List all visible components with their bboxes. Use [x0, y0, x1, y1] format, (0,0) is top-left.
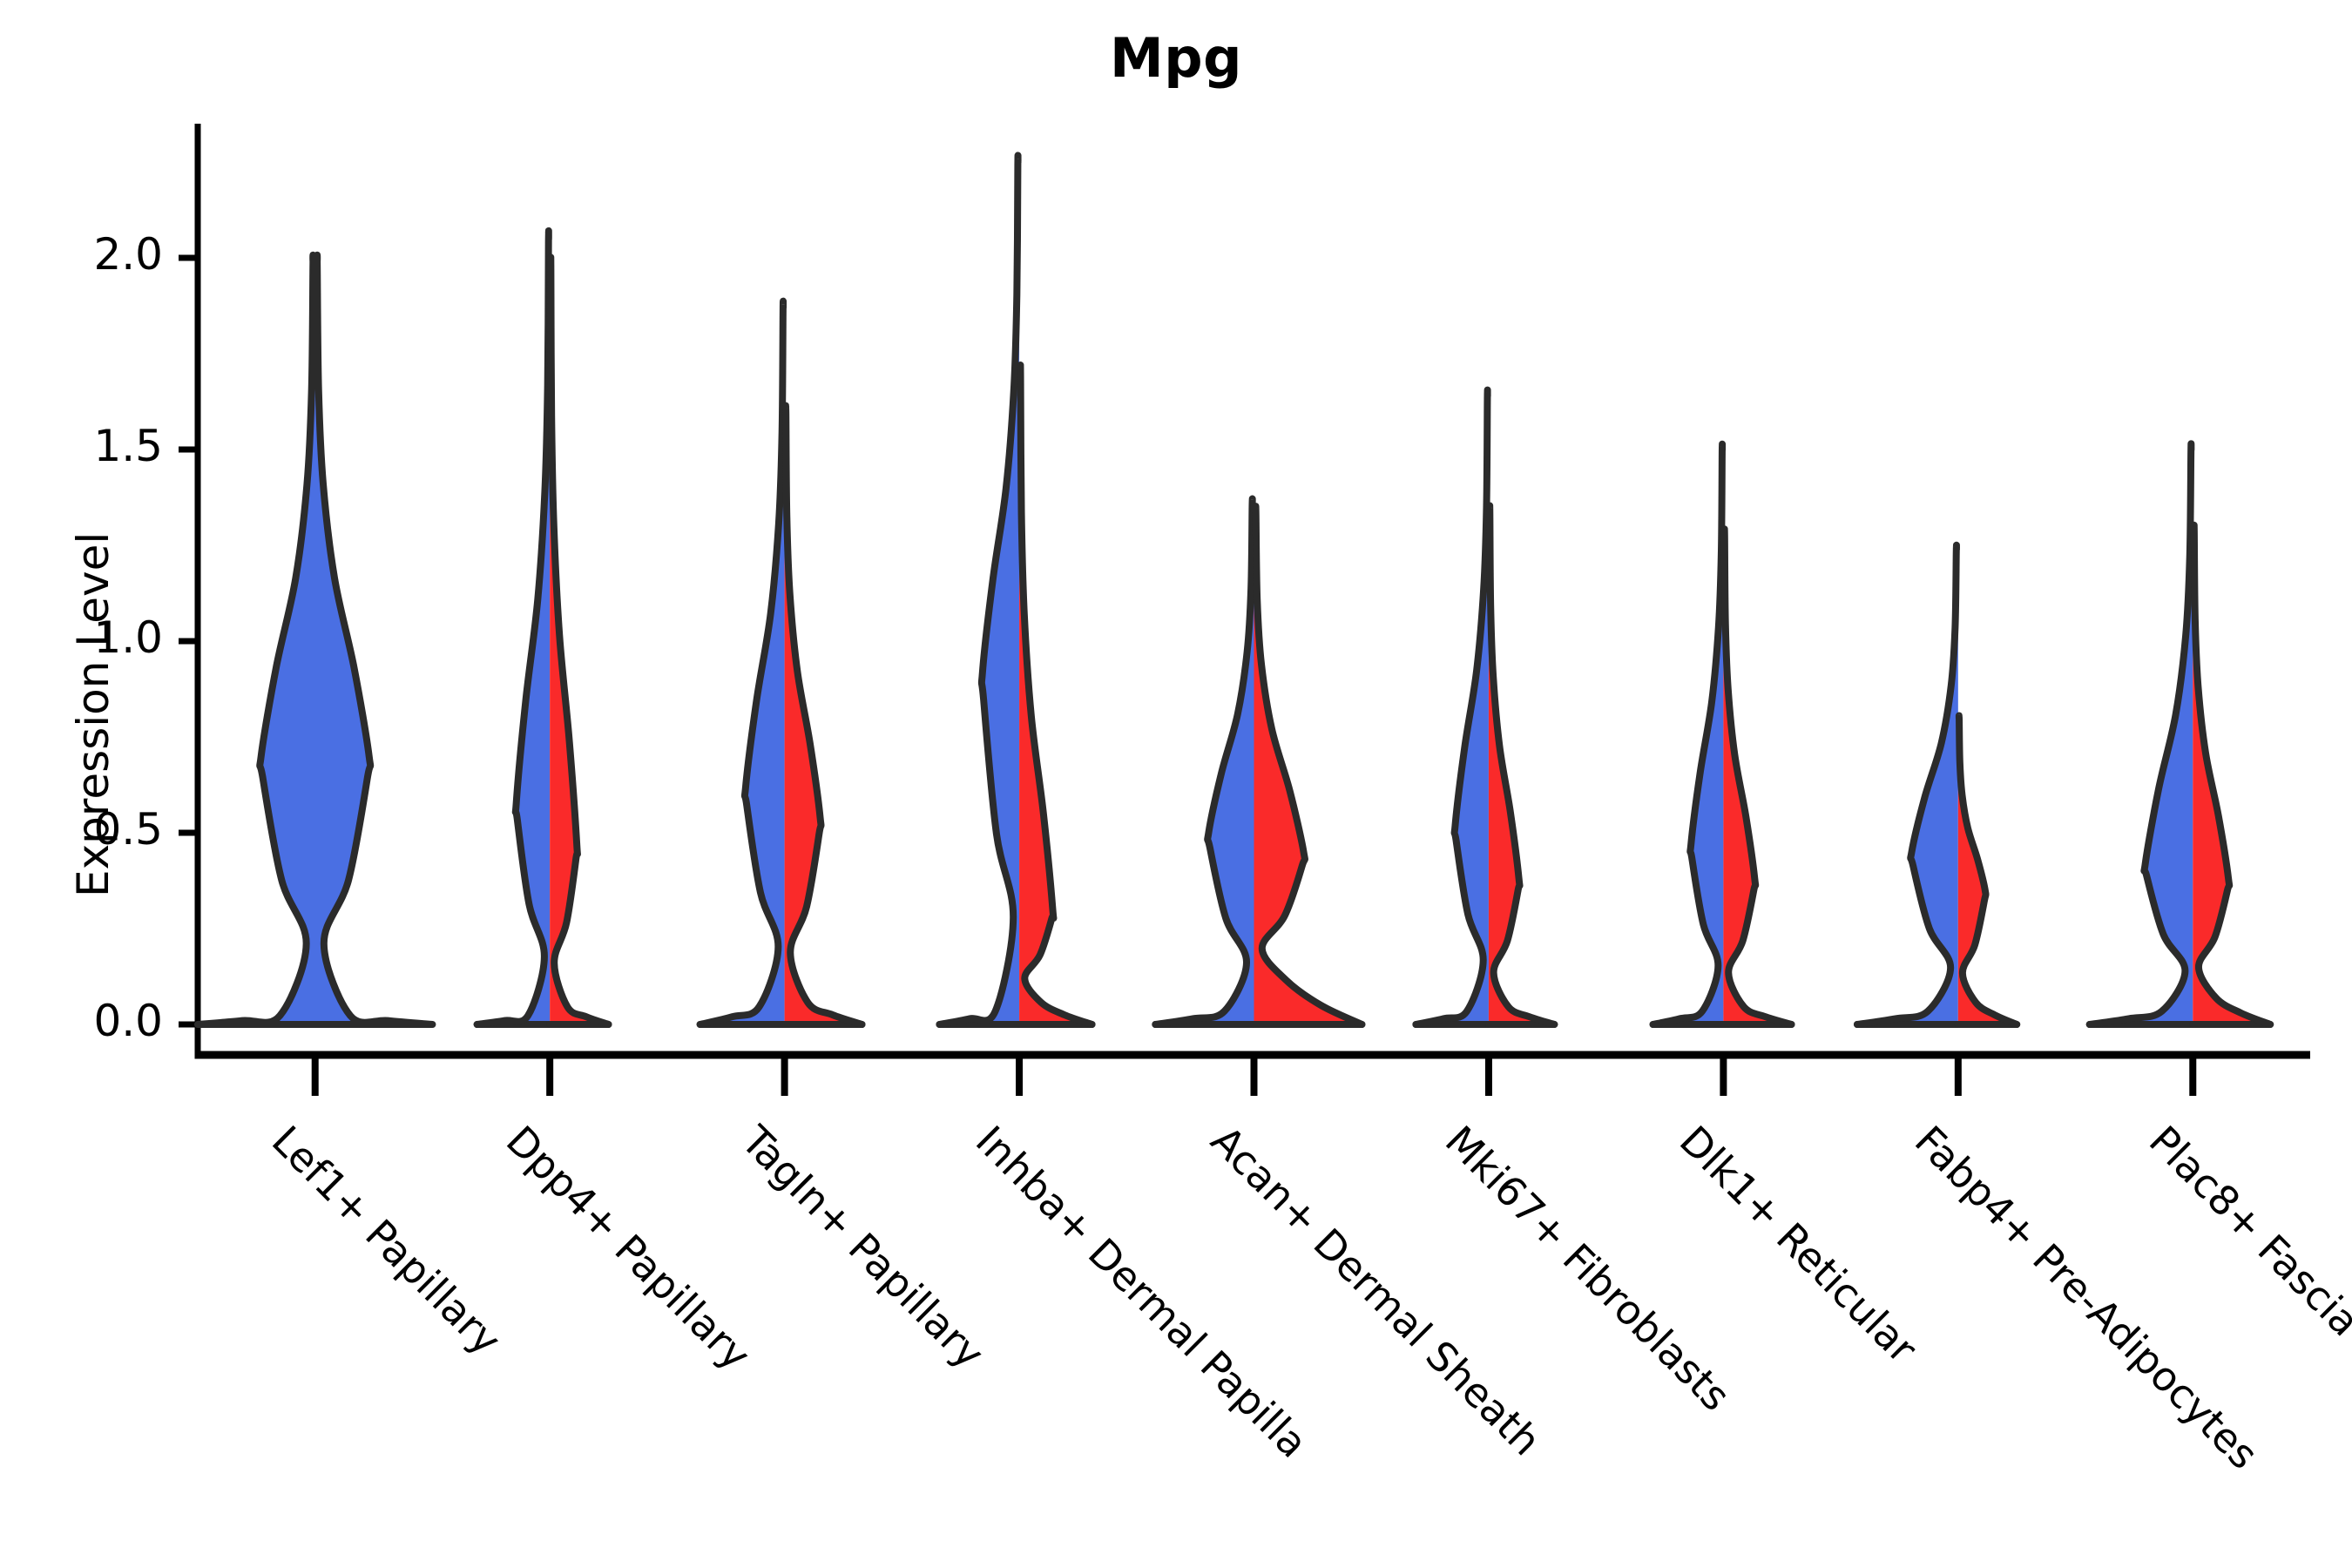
violin-7-red-outline	[1955, 712, 2021, 1028]
violin-5-blue	[1412, 386, 1492, 1028]
violin-8-red-fill	[2193, 524, 2271, 1024]
violin-3-blue-fill	[939, 155, 1020, 1024]
violin-7-blue	[1853, 541, 1962, 1028]
violin-6-red-outline	[1720, 525, 1795, 1028]
violin-2-red	[781, 402, 866, 1028]
violin-0-blue-fill	[194, 251, 436, 1028]
violin-6-red-fill	[1723, 529, 1792, 1024]
violin-8-red	[2189, 521, 2274, 1028]
violin-7-blue-outline	[1853, 541, 1960, 1028]
violin-5-blue-fill	[1416, 389, 1489, 1024]
violin-8-blue-fill	[2089, 443, 2193, 1024]
violin-1-blue-fill	[476, 230, 551, 1024]
violin-2-blue	[696, 297, 788, 1028]
violin-5-blue-outline	[1412, 386, 1491, 1028]
violin-8-blue-outline	[2085, 440, 2195, 1028]
violin-4-red	[1250, 503, 1366, 1028]
violin-4-red-fill	[1254, 506, 1362, 1024]
violin-1-red-fill	[550, 257, 609, 1025]
violin-6-red	[1720, 525, 1795, 1028]
violin-3-red-fill	[1019, 364, 1092, 1025]
violin-1-blue	[473, 226, 554, 1028]
violin-4-red-outline	[1252, 503, 1366, 1028]
violin-4-blue-fill	[1155, 498, 1254, 1024]
violin-2-red-fill	[784, 405, 862, 1024]
violin-2-blue-outline	[696, 297, 787, 1028]
violin-5-red	[1484, 502, 1558, 1028]
violin-2-red-outline	[782, 402, 866, 1028]
violin-1-red-outline	[547, 253, 612, 1028]
violin-0-blue	[194, 251, 436, 1028]
violin-7-blue-fill	[1856, 544, 1958, 1024]
violin-4-blue	[1152, 495, 1258, 1028]
y-tick-label: 0.0	[93, 996, 163, 1046]
violin-1-blue-outline	[473, 226, 552, 1028]
y-tick-label: 2.0	[93, 229, 163, 280]
violin-6-blue	[1649, 440, 1727, 1028]
violin-3-red	[1016, 361, 1096, 1028]
violin-5-red-fill	[1488, 505, 1555, 1024]
y-tick-label: 0.5	[93, 804, 163, 855]
violin-3-blue	[936, 152, 1024, 1028]
violin-1-red	[546, 253, 612, 1028]
violin-8-red-outline	[2190, 521, 2274, 1028]
violin-7-red-fill	[1957, 715, 2017, 1024]
page-title: Mpg	[1110, 26, 1242, 90]
violin-5-red-outline	[1486, 502, 1558, 1028]
violin-3-red-outline	[1017, 361, 1096, 1028]
violin-7-red	[1954, 712, 2021, 1028]
y-tick-label: 1.0	[93, 612, 163, 663]
violin-8-blue	[2085, 440, 2197, 1028]
violin-2-blue-fill	[700, 301, 785, 1024]
violin-4-blue-outline	[1152, 495, 1256, 1028]
violin-3-blue-outline	[936, 152, 1022, 1028]
y-tick-label: 1.5	[93, 421, 163, 471]
violin-6-blue-fill	[1652, 443, 1724, 1024]
